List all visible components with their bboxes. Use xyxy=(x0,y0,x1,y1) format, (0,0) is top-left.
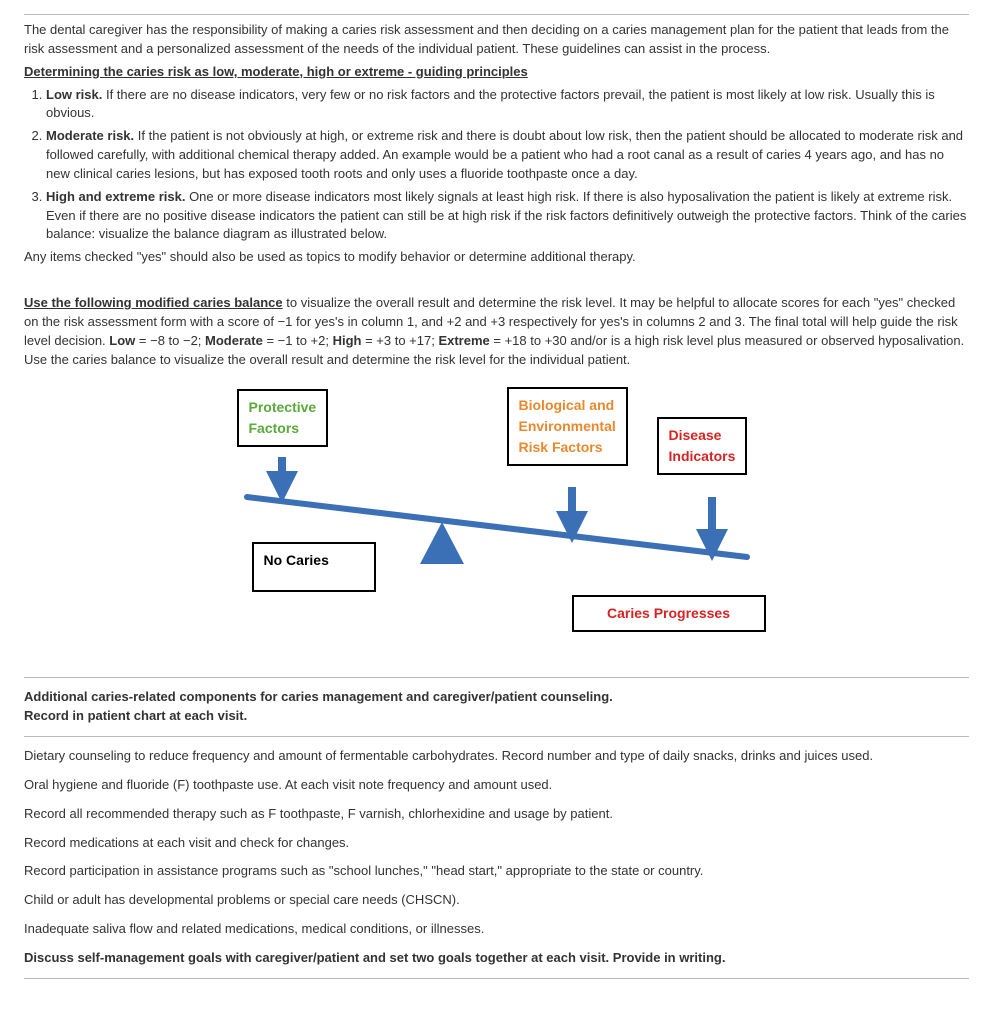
risk-label-high: High and extreme risk. xyxy=(46,189,185,204)
list-item: Moderate risk. If the patient is not obv… xyxy=(46,127,969,184)
box-risk-factors: Biological and Environmental Risk Factor… xyxy=(507,387,628,466)
risk-label-moderate: Moderate risk. xyxy=(46,128,134,143)
component-item: Oral hygiene and fluoride (F) toothpaste… xyxy=(24,776,969,795)
component-item: Inadequate saliva flow and related medic… xyxy=(24,920,969,939)
component-item: Record all recommended therapy such as F… xyxy=(24,805,969,824)
component-item: Dietary counseling to reduce frequency a… xyxy=(24,747,969,766)
list-item: Low risk. If there are no disease indica… xyxy=(46,86,969,124)
protective-line2: Factors xyxy=(249,420,300,436)
risk-line2: Environmental xyxy=(519,418,616,434)
post-list-note: Any items checked "yes" should also be u… xyxy=(24,248,969,267)
score-moderate-label: Moderate xyxy=(205,333,263,348)
box-no-caries: No Caries xyxy=(252,542,376,592)
divider-bottom xyxy=(24,978,969,979)
risk-text-high: One or more disease indicators most like… xyxy=(46,189,966,242)
box-disease-indicators: Disease Indicators xyxy=(657,417,748,475)
divider-mid xyxy=(24,677,969,678)
additional-heading-line2: Record in patient chart at each visit. xyxy=(24,708,247,723)
principles-list: Low risk. If there are no disease indica… xyxy=(24,86,969,245)
risk-text-low: If there are no disease indicators, very… xyxy=(46,87,935,121)
score-high-value: = +3 to +17; xyxy=(361,333,438,348)
risk-line1: Biological and xyxy=(519,397,615,413)
risk-text-moderate: If the patient is not obviously at high,… xyxy=(46,128,963,181)
disease-line1: Disease xyxy=(669,427,722,443)
score-moderate-value: = −1 to +2; xyxy=(263,333,333,348)
divider-top xyxy=(24,14,969,15)
component-item: Record participation in assistance progr… xyxy=(24,862,969,881)
caries-progresses-label: Caries Progresses xyxy=(607,605,730,621)
additional-heading-line1: Additional caries-related components for… xyxy=(24,689,613,704)
divider-sub xyxy=(24,736,969,737)
risk-line3: Risk Factors xyxy=(519,439,603,455)
box-caries-progresses: Caries Progresses xyxy=(572,595,766,632)
component-item: Child or adult has developmental problem… xyxy=(24,891,969,910)
list-item: High and extreme risk. One or more disea… xyxy=(46,188,969,245)
caries-balance-diagram: Protective Factors Biological and Enviro… xyxy=(217,387,777,667)
balance-lead: Use the following modified caries balanc… xyxy=(24,295,283,310)
risk-label-low: Low risk. xyxy=(46,87,102,102)
balance-paragraph: Use the following modified caries balanc… xyxy=(24,294,969,369)
components-list: Dietary counseling to reduce frequency a… xyxy=(24,747,969,968)
principles-heading: Determining the caries risk as low, mode… xyxy=(24,63,969,82)
closing-text: Discuss self-management goals with careg… xyxy=(24,950,722,965)
score-low-label: Low xyxy=(109,333,135,348)
disease-line2: Indicators xyxy=(669,448,736,464)
closing-statement: Discuss self-management goals with careg… xyxy=(24,949,969,968)
score-extreme-label: Extreme xyxy=(438,333,489,348)
score-high-label: High xyxy=(333,333,362,348)
no-caries-label: No Caries xyxy=(264,552,329,568)
score-low-value: = −8 to −2; xyxy=(135,333,205,348)
box-protective-factors: Protective Factors xyxy=(237,389,329,447)
component-item: Record medications at each visit and che… xyxy=(24,834,969,853)
protective-line1: Protective xyxy=(249,399,317,415)
additional-heading: Additional caries-related components for… xyxy=(24,688,969,726)
intro-paragraph: The dental caregiver has the responsibil… xyxy=(24,21,969,59)
